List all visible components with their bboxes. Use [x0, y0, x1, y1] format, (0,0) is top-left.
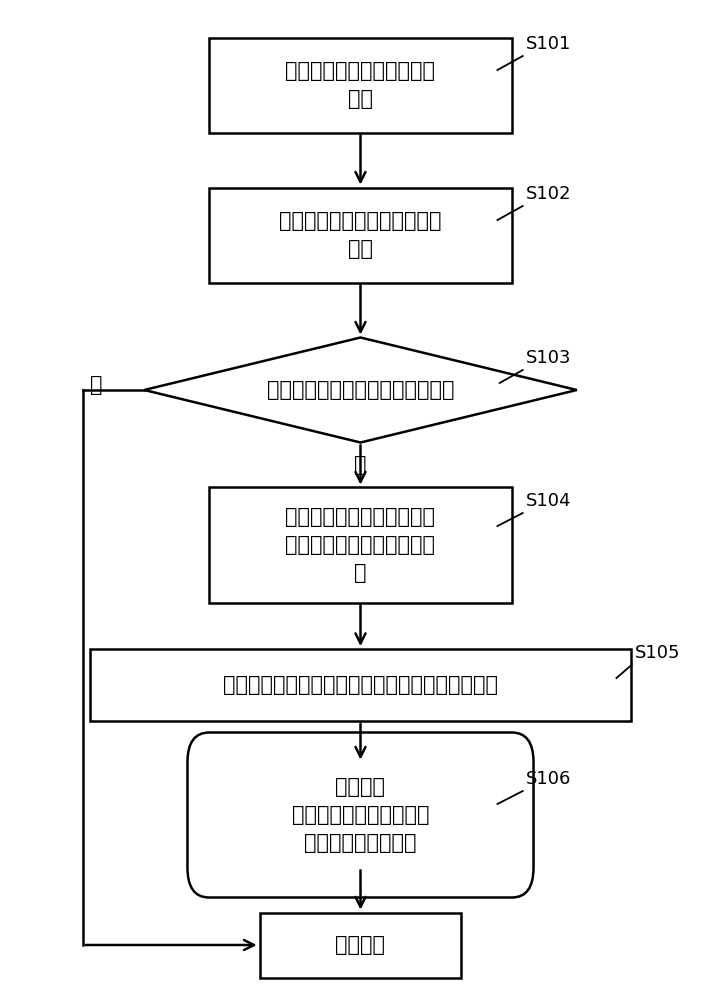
Text: S106: S106 [526, 770, 572, 788]
Text: 云平台判断待换控制器是否被替换: 云平台判断待换控制器是否被替换 [267, 380, 454, 400]
Text: 控制器将
调试标定好的车辆性能数
据配置到主机程序中: 控制器将 调试标定好的车辆性能数 据配置到主机程序中 [292, 777, 429, 853]
Text: 否: 否 [90, 375, 102, 395]
Text: 云平台发送对应的调试标定
好的车辆性能数据至智能终
端: 云平台发送对应的调试标定 好的车辆性能数据至智能终 端 [286, 507, 435, 583]
Text: 反馈提示: 反馈提示 [335, 935, 386, 955]
FancyBboxPatch shape [187, 732, 534, 898]
Polygon shape [144, 338, 577, 442]
Text: S103: S103 [526, 349, 572, 367]
FancyBboxPatch shape [90, 649, 631, 721]
FancyBboxPatch shape [209, 188, 512, 282]
Text: 控制器发送更新指令给智能
终端: 控制器发送更新指令给智能 终端 [286, 61, 435, 109]
Text: S105: S105 [634, 644, 680, 662]
Text: 智能终端将更新指令发送给云
平台: 智能终端将更新指令发送给云 平台 [279, 211, 442, 259]
Text: S102: S102 [526, 185, 572, 203]
FancyBboxPatch shape [260, 912, 461, 978]
Text: 是: 是 [354, 455, 367, 475]
Text: S104: S104 [526, 492, 572, 510]
Text: S101: S101 [526, 35, 572, 53]
FancyBboxPatch shape [209, 37, 512, 132]
Text: 智能终端发送调试标定好的车辆性能数据至控制器: 智能终端发送调试标定好的车辆性能数据至控制器 [223, 675, 498, 695]
FancyBboxPatch shape [209, 487, 512, 602]
